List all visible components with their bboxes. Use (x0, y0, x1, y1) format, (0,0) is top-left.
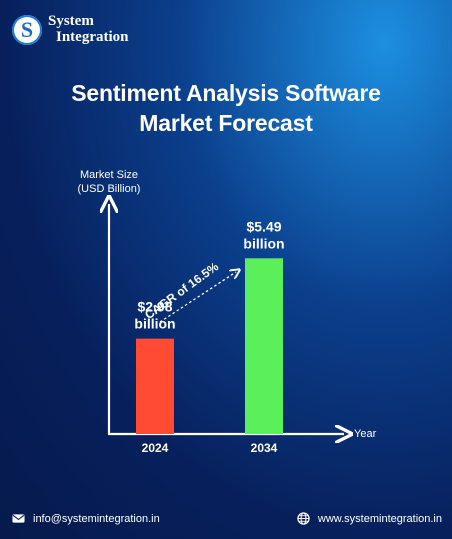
footer: info@systemintegration.in www.systeminte… (0, 505, 452, 535)
globe-icon (297, 512, 310, 525)
y-axis-label-line2: (USD Billion) (78, 183, 141, 195)
data-label-2034-line1: $5.49 (246, 218, 281, 234)
cagr-annotation: CAGR of 16.5% (142, 259, 221, 322)
brand-name-line1: System (48, 13, 94, 29)
email-contact[interactable]: info@systemintegration.in (12, 512, 160, 525)
mail-icon (12, 514, 25, 523)
cagr-arrow (159, 272, 236, 323)
website-contact[interactable]: www.systemintegration.in (297, 512, 442, 525)
brand-name-line2: Integration (56, 28, 129, 45)
x-axis-label: Year (354, 428, 377, 440)
page-title: Sentiment Analysis Software Market Forec… (0, 78, 452, 138)
logo-letter: S (20, 16, 34, 42)
bar-2034 (245, 258, 283, 434)
bar-2024 (136, 338, 174, 434)
data-label-2024-line2: billion (134, 316, 175, 332)
x-tick-2024: 2024 (142, 441, 169, 455)
title-line2: Market Forecast (139, 110, 313, 136)
data-label-2034-line2: billion (243, 235, 284, 251)
logo-badge-icon: S (12, 14, 42, 45)
x-tick-2034: 2034 (251, 441, 278, 455)
brand-name: System Integration (48, 13, 129, 46)
brand-logo[interactable]: S System Integration (12, 13, 129, 46)
email-text[interactable]: info@systemintegration.in (33, 512, 160, 525)
title-line1: Sentiment Analysis Software (71, 80, 381, 106)
data-label-2024-line1: $2.98 (137, 299, 172, 315)
y-axis-label-line1: Market Size (80, 169, 138, 181)
website-text[interactable]: www.systemintegration.in (317, 512, 442, 525)
